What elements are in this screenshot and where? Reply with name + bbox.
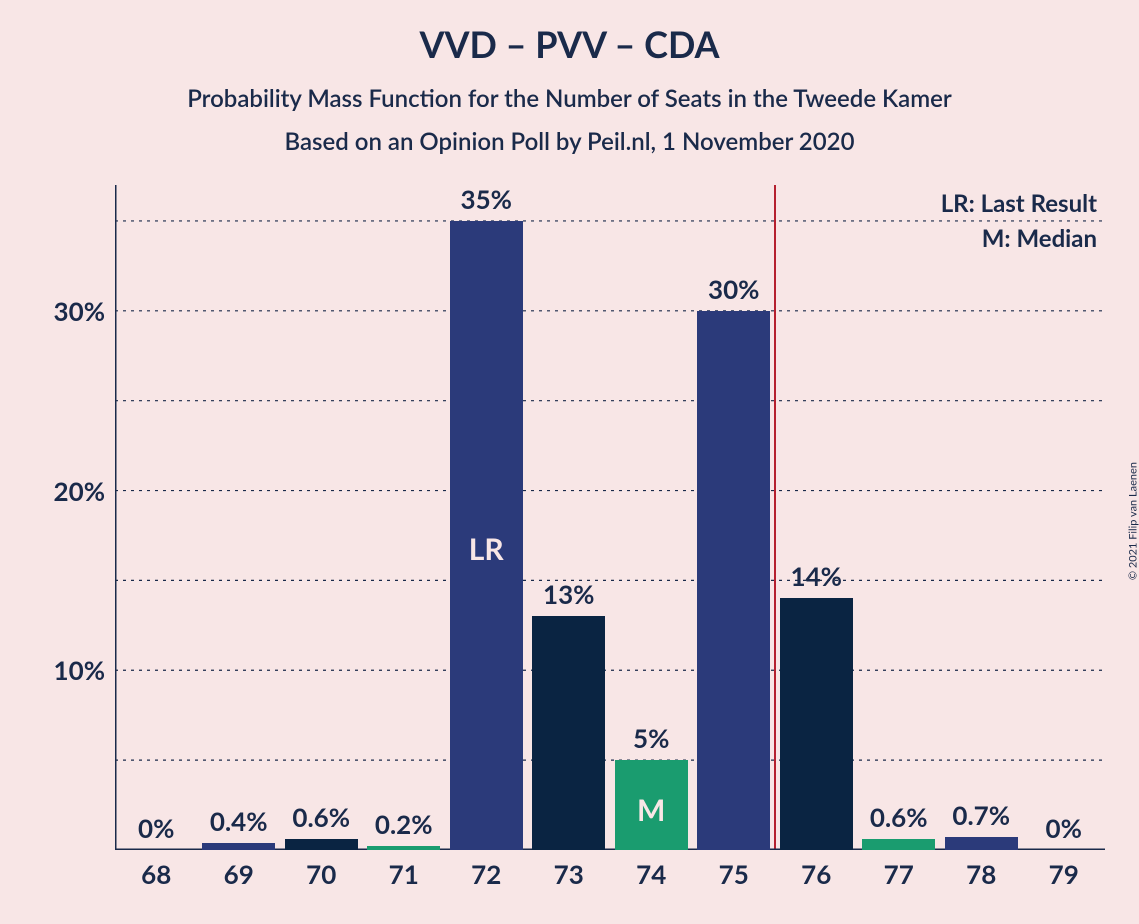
chart-legend: LR: Last Result M: Median <box>941 189 1097 259</box>
x-tick-label: 78 <box>966 858 996 890</box>
bar-value-label: 30% <box>708 273 759 305</box>
bar <box>532 616 605 850</box>
chart-grid-svg <box>115 185 1105 850</box>
bar <box>697 311 770 850</box>
x-tick-label: 74 <box>636 858 666 890</box>
bar <box>862 839 935 850</box>
bar <box>780 598 853 850</box>
x-tick-label: 73 <box>554 858 584 890</box>
bar-value-label: 0.6% <box>870 801 928 833</box>
x-tick-label: 72 <box>471 858 501 890</box>
legend-m: M: Median <box>941 224 1097 253</box>
bar-value-label: 0.6% <box>292 801 350 833</box>
x-tick-label: 71 <box>389 858 419 890</box>
bar-value-label: 0.2% <box>375 808 433 840</box>
bar: M <box>615 760 688 850</box>
x-tick-label: 69 <box>224 858 254 890</box>
y-tick-label: 20% <box>54 475 105 507</box>
bar-value-label: 13% <box>543 578 594 610</box>
x-tick-label: 70 <box>306 858 336 890</box>
bar-value-label: 14% <box>791 560 842 592</box>
copyright-text: © 2021 Filip van Laenen <box>1127 462 1139 580</box>
chart-title: VVD – PVV – CDA <box>0 0 1139 66</box>
bar-value-label: 5% <box>633 722 669 754</box>
bar <box>285 839 358 850</box>
bar <box>945 837 1018 850</box>
bar-value-label: 35% <box>461 183 512 215</box>
y-tick-label: 10% <box>54 654 105 686</box>
bar <box>367 846 440 850</box>
x-tick-label: 77 <box>884 858 914 890</box>
chart-subtitle-2: Based on an Opinion Poll by Peil.nl, 1 N… <box>0 127 1139 156</box>
x-tick-label: 75 <box>719 858 749 890</box>
x-tick-label: 79 <box>1049 858 1079 890</box>
bar: LR <box>450 221 523 850</box>
chart-subtitle-1: Probability Mass Function for the Number… <box>0 84 1139 113</box>
bar-chart: LRM 10%20%30% 686970717273747576777879 0… <box>115 185 1105 850</box>
x-tick-label: 68 <box>141 858 171 890</box>
bar-inner-label-lr: LR <box>469 531 504 567</box>
bar-value-label: 0% <box>1046 812 1082 844</box>
bar-inner-label-median: M <box>637 792 665 828</box>
bar-value-label: 0.7% <box>952 799 1010 831</box>
bar-value-label: 0.4% <box>210 805 268 837</box>
bar-value-label: 0% <box>138 812 174 844</box>
legend-lr: LR: Last Result <box>941 189 1097 218</box>
x-tick-label: 76 <box>801 858 831 890</box>
bar <box>202 843 275 850</box>
y-tick-label: 30% <box>54 295 105 327</box>
